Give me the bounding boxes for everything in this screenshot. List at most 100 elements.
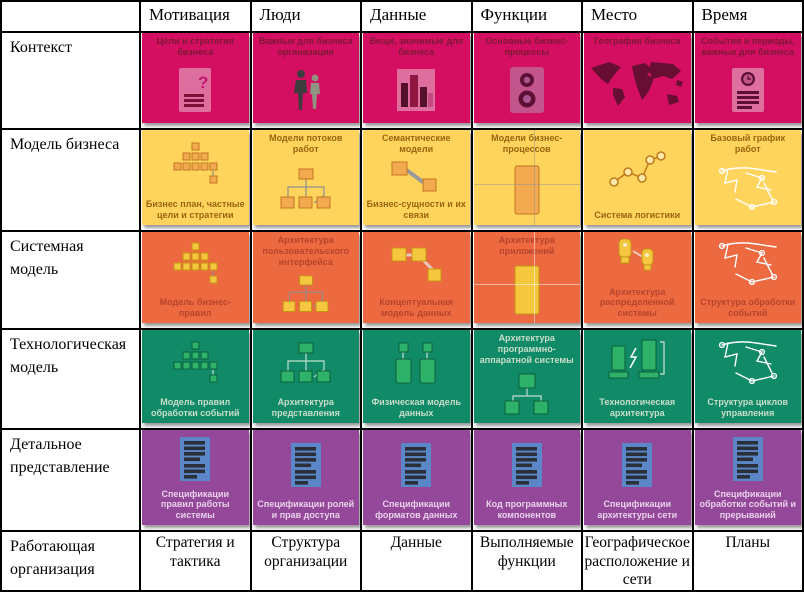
people-icon bbox=[253, 58, 360, 123]
crosshair-hline bbox=[473, 283, 580, 285]
tile: Структура обработки событий bbox=[694, 232, 802, 323]
cell-system-people: Архитектура пользовательского интерфейса bbox=[251, 232, 360, 328]
tile-label: Архитектура приложений bbox=[498, 235, 555, 256]
footer-cell-people: Структура организации bbox=[251, 532, 360, 590]
doc-question-icon: ? bbox=[142, 58, 249, 123]
tile: Архитектура приложений bbox=[473, 232, 580, 323]
row-header-context: Контекст bbox=[2, 33, 139, 128]
cell-business-place: Система логистики bbox=[583, 130, 692, 230]
linked-entities-icon bbox=[363, 232, 470, 297]
pyramid-icon bbox=[142, 232, 249, 297]
cell-detail-place: Спецификации архитектуры сети bbox=[583, 430, 692, 530]
cell-context-people: Важные для бизнеса организации bbox=[251, 33, 360, 128]
tile-label: Базовый график работ bbox=[710, 133, 786, 154]
tile-label: Спецификации правил работы системы bbox=[160, 488, 230, 521]
tile: Семантические модели Бизнес-сущности и и… bbox=[363, 130, 470, 225]
tile: Технологическая архитектура bbox=[584, 330, 691, 423]
events-sketch-icon bbox=[695, 232, 802, 297]
tile-label: Спецификации архитектуры сети bbox=[597, 499, 678, 521]
tile: Базовый график работ bbox=[694, 130, 802, 225]
schedule-sketch-icon bbox=[695, 155, 802, 225]
tile-label: Архитектура пользовательского интерфейса bbox=[262, 235, 350, 267]
process-box-icon bbox=[474, 155, 581, 225]
column-header-time: Время bbox=[693, 2, 802, 31]
devices-icon bbox=[584, 232, 691, 287]
cell-detail-functions: Код программных компонентов bbox=[472, 430, 581, 530]
tile: Спецификации обработки событий и прерыва… bbox=[694, 430, 802, 525]
tile-label: Структура обработки событий bbox=[700, 297, 796, 319]
tile-label: Архитектура представления bbox=[271, 397, 340, 419]
org-chart-icon bbox=[253, 267, 360, 323]
cell-business-data: Семантические модели Бизнес-сущности и и… bbox=[362, 130, 471, 230]
spec-document-icon bbox=[695, 430, 802, 489]
cell-business-time: Базовый график работ bbox=[693, 130, 802, 230]
row-header-detail-view: Детальное представление bbox=[2, 430, 139, 530]
hardware-org-icon bbox=[474, 365, 581, 423]
tile-label: Модели потоков работ bbox=[269, 133, 343, 154]
tile: Вещи, значимые для бизнеса bbox=[363, 33, 470, 123]
cell-business-motivation: Бизнес план, частные цели и стратегии bbox=[141, 130, 250, 230]
world-map-icon bbox=[584, 47, 691, 123]
tile: Архитектура представления bbox=[252, 330, 360, 423]
tile-label: Модель правил обработки событий bbox=[150, 397, 240, 419]
tile: Спецификации правил работы системы bbox=[142, 430, 249, 525]
tile: Спецификации форматов данных bbox=[363, 430, 470, 525]
tile: Физическая модель данных bbox=[363, 330, 470, 423]
cell-technology-time: Структура циклов управления bbox=[693, 330, 802, 428]
tile-label: Архитектура программно-аппаратной систем… bbox=[479, 333, 574, 365]
tile: Концептуальная модель данных bbox=[363, 232, 470, 323]
tile-label: Технологическая архитектура bbox=[599, 397, 676, 419]
cell-technology-people: Архитектура представления bbox=[251, 330, 360, 428]
org-chart-icon bbox=[253, 330, 360, 397]
cell-context-data: Вещи, значимые для бизнеса bbox=[362, 33, 471, 128]
tile: Код программных компонентов bbox=[473, 430, 580, 525]
tile: Модели потоков работ bbox=[252, 130, 359, 225]
tile-label: Физическая модель данных bbox=[371, 397, 462, 419]
column-header-motivation: Мотивация bbox=[141, 2, 250, 31]
crosshair-hline bbox=[473, 184, 580, 186]
spec-document-icon bbox=[363, 430, 470, 499]
tile: Бизнес план, частные цели и стратегии bbox=[142, 130, 249, 225]
tile: Структура циклов управления bbox=[694, 330, 802, 423]
corner-cell bbox=[2, 2, 139, 31]
crosshair-vline bbox=[534, 232, 536, 323]
tile-label: Вещи, значимые для бизнеса bbox=[369, 36, 464, 57]
tile: Модели бизнес-процессов bbox=[473, 130, 581, 225]
row-header-technology-model: Технологическая модель bbox=[2, 330, 139, 428]
cell-technology-place: Технологическая архитектура bbox=[583, 330, 692, 428]
column-header-people: Люди bbox=[251, 2, 360, 31]
tile-label: Код программных компонентов bbox=[486, 499, 568, 521]
footer-cell-time: Планы bbox=[693, 532, 802, 590]
cell-detail-time: Спецификации обработки событий и прерыва… bbox=[693, 430, 802, 530]
cell-detail-motivation: Спецификации правил работы системы bbox=[141, 430, 250, 530]
tile-label: Семантические модели bbox=[382, 133, 451, 154]
tile: Спецификации ролей и прав доступа bbox=[252, 430, 359, 525]
tile-label: Цели и стратегия бизнеса bbox=[156, 36, 234, 57]
tile: Важные для бизнеса организации bbox=[252, 33, 360, 123]
cell-technology-motivation: Модель правил обработки событий bbox=[141, 330, 250, 428]
tile: Модель правил обработки событий bbox=[142, 330, 249, 423]
cell-technology-data: Физическая модель данных bbox=[362, 330, 471, 428]
pyramid-icon bbox=[142, 330, 249, 397]
crosshair-vline bbox=[534, 130, 536, 225]
tile: События и периоды, важные для бизнеса bbox=[694, 33, 801, 123]
cell-system-functions: Архитектура приложений bbox=[472, 232, 581, 328]
cell-context-place: География бизнеса bbox=[583, 33, 692, 128]
footer-cell-place: Географическое расположение и сети bbox=[583, 532, 692, 590]
tile-label: Спецификации обработки событий и прерыва… bbox=[699, 488, 797, 521]
column-header-place: Место bbox=[583, 2, 692, 31]
tile-label: Архитектура распределенной системы bbox=[599, 286, 675, 319]
spec-document-icon bbox=[142, 430, 249, 489]
tile: Цели и стратегия бизнеса ? bbox=[142, 33, 249, 123]
row-header-system-model: Системная модель bbox=[2, 232, 139, 328]
cell-technology-functions: Архитектура программно-аппаратной систем… bbox=[472, 330, 581, 428]
tile-label: Основные бизнес-процессы bbox=[485, 36, 569, 57]
footer-cell-motivation: Стратегия и тактика bbox=[141, 532, 250, 590]
footer-cell-functions: Выполняемые функции bbox=[472, 532, 581, 590]
pyramid-icon bbox=[142, 130, 249, 199]
linked-entities-icon bbox=[363, 155, 470, 200]
cycles-sketch-icon bbox=[695, 330, 802, 397]
tile: Архитектура распределенной системы bbox=[584, 232, 691, 323]
footer-cell-data: Данные bbox=[362, 532, 471, 590]
tile: Модель бизнес-правил bbox=[142, 232, 249, 323]
